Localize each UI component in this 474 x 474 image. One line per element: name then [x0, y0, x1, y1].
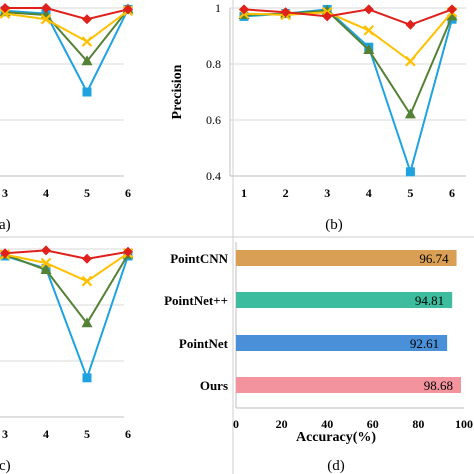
a-x-tick-label: 6	[125, 186, 131, 200]
a-x-tick-label: 4	[43, 186, 49, 200]
a-x-tick-label: 3	[2, 186, 8, 200]
b-series-red-point	[363, 4, 374, 15]
panel-b-y-axis-label: Precision	[170, 64, 185, 119]
d-bar-pointnet	[236, 335, 448, 351]
panel-a-label: (a)	[0, 217, 11, 233]
a-series-green-line	[4, 8, 129, 63]
b-x-tick-label: 6	[449, 186, 455, 200]
b-y-tick-label: 0.4	[206, 169, 221, 183]
b-y-tick-label: 0.6	[206, 113, 221, 127]
d-category-label: PointNet++	[164, 293, 228, 308]
a-series-yellow-point-stroke	[81, 36, 93, 47]
d-x-tick-label: 20	[276, 417, 288, 431]
a-series-yellow-point	[81, 36, 93, 47]
b-series-blue-point	[405, 167, 415, 177]
c-series-yellow-point	[40, 257, 52, 269]
a-series-red-point	[0, 3, 10, 13]
panel-b-line-chart: 0.4 0.6 0.8 1 1 2 3 4 5 6 Precision (b)	[170, 1, 466, 233]
d-x-tick-label: 100	[455, 417, 473, 431]
b-series-red-point	[405, 19, 416, 30]
panel-d-bar-chart: 96.74 94.81 92.61 98.68 PointCNN PointNet++ Po…	[164, 242, 473, 474]
b-series-green-point	[446, 10, 458, 21]
c-series-red-point	[82, 253, 92, 264]
panel-d-label: (d)	[327, 458, 345, 474]
c-series-red-point	[0, 248, 10, 259]
b-series-green-point	[363, 44, 375, 54]
d-category-label: PointCNN	[170, 251, 228, 266]
c-x-tick-label: 3	[2, 427, 8, 441]
d-x-tick-label: 80	[412, 417, 424, 431]
c-series-green-point	[40, 264, 52, 274]
panel-d-x-axis-label: Accuracy(%)	[296, 430, 376, 445]
a-series-green-point	[81, 55, 93, 66]
b-series-red-point	[447, 4, 457, 15]
a-series-red-point	[41, 3, 51, 13]
a-series-red-line	[5, 7, 129, 21]
a-series-blue-point	[82, 87, 92, 97]
b-series-red-point	[239, 4, 249, 15]
b-series-red-point	[280, 7, 291, 18]
b-series-yellow-line	[243, 11, 453, 63]
a-series-red-point	[123, 4, 133, 15]
a-series-yellow-point-stroke	[40, 13, 52, 25]
d-bar-value-label: 94.81	[415, 293, 444, 308]
b-y-tick-label: 1	[215, 1, 221, 15]
b-x-tick-label: 3	[324, 186, 330, 200]
panel-c-line-chart: 3 4 5 6 (c)	[0, 245, 134, 474]
b-series-green-point	[404, 108, 416, 119]
c-series-blue-line	[4, 255, 129, 381]
c-series-green-line	[4, 253, 129, 325]
c-series-yellow-point	[81, 275, 93, 287]
a-series-red-point	[82, 14, 92, 25]
d-x-tick-label: 0	[233, 417, 239, 431]
b-series-red-line	[243, 8, 453, 26]
c-series-red-line	[4, 249, 129, 260]
b-series-red-point	[322, 11, 333, 22]
a-series-yellow-line	[4, 10, 129, 43]
b-series-yellow-point	[405, 55, 416, 67]
d-bar-ours	[236, 377, 461, 393]
d-bar-pointnetpp	[236, 292, 453, 308]
a-series-yellow-point-stroke	[0, 8, 11, 19]
panel-a-line-chart: 3 4 5 6 (a)	[0, 3, 134, 233]
c-series-red-point	[41, 245, 51, 256]
c-series-blue-point	[82, 373, 92, 383]
a-x-tick-label: 5	[84, 186, 90, 200]
d-bar-value-label: 98.68	[424, 378, 453, 393]
c-x-tick-label: 5	[84, 427, 90, 441]
c-series-red-point	[123, 246, 133, 257]
c-series-green-point	[81, 317, 93, 328]
c-x-tick-label: 4	[43, 427, 49, 441]
c-x-tick-label: 6	[125, 427, 131, 441]
b-series-yellow-point	[363, 25, 375, 36]
d-category-label: Ours	[200, 378, 228, 393]
d-x-tick-label: 40	[321, 417, 333, 431]
d-bar-value-label: 96.74	[419, 251, 449, 266]
panel-c-label: (c)	[0, 458, 11, 474]
b-series-yellow-point-stroke	[405, 55, 416, 67]
d-x-tick-label: 60	[367, 417, 379, 431]
panel-b-label: (b)	[325, 217, 343, 233]
a-series-yellow-point	[40, 13, 52, 25]
b-y-tick-label: 0.8	[206, 57, 221, 71]
d-bar-pointcnn	[236, 250, 457, 266]
b-series-yellow-point-stroke	[363, 25, 375, 36]
c-series-yellow-point-stroke	[81, 275, 93, 287]
c-series-yellow-point-stroke	[40, 257, 52, 269]
b-x-tick-label: 2	[283, 186, 289, 200]
b-x-tick-label: 5	[407, 186, 413, 200]
b-series-green-line	[243, 9, 453, 117]
a-series-blue-line	[4, 8, 129, 95]
d-category-label: PointNet	[179, 336, 229, 351]
b-x-tick-label: 1	[241, 186, 247, 200]
d-bar-value-label: 92.61	[410, 336, 439, 351]
a-series-yellow-point	[0, 8, 11, 19]
b-x-tick-label: 4	[366, 186, 372, 200]
c-series-yellow-line	[4, 252, 129, 283]
